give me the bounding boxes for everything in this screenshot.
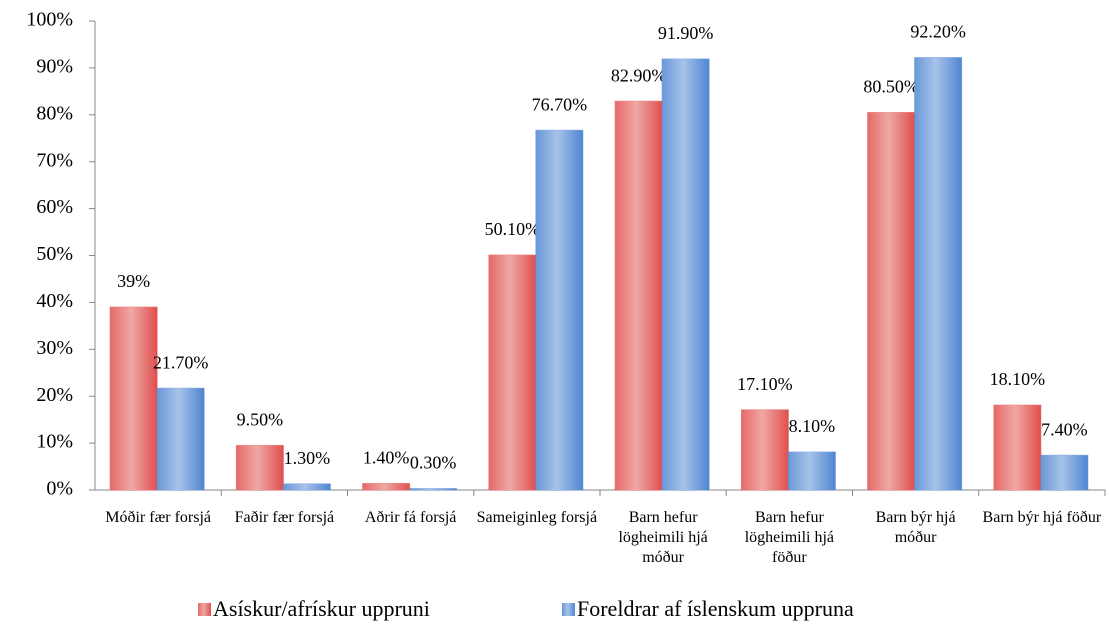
bar-shine [488,255,536,490]
y-tick-label: 20% [36,384,73,406]
data-label: 80.50% [863,77,919,97]
x-tick-label: Barn hefur lögheimili hjá móður [618,509,708,566]
bar-shine [1040,455,1088,490]
data-label: 0.30% [410,453,457,473]
bar-shine [283,483,331,490]
data-label: 18.10% [990,369,1046,389]
bar-shine [157,388,205,490]
y-tick-label: 30% [36,337,73,359]
data-label: 1.30% [284,448,331,468]
x-tick-label: Móðir fær forsjá [105,509,211,526]
y-tick-label: 60% [36,196,73,218]
legend-swatch-shine [562,603,575,616]
y-tick-label: 90% [36,55,73,77]
bar-shine [741,409,789,490]
data-label: 91.90% [658,23,714,43]
data-label: 82.90% [611,65,667,85]
bar-shine [914,57,962,490]
legend-swatch-shine [198,603,211,616]
bar-shine [993,405,1041,490]
y-tick-label: 100% [26,9,73,31]
legend-label: Foreldrar af íslenskum uppruna [577,596,854,621]
data-label: 39% [117,271,150,291]
y-tick-label: 50% [36,243,73,265]
bar-shine [867,112,915,490]
data-label: 76.70% [532,94,588,114]
data-label: 8.10% [789,416,836,436]
legend-label: Asískur/afrískur uppruni [213,596,430,621]
y-tick-label: 0% [46,478,73,500]
x-tick-label: Sameiginleg forsjá [476,509,598,526]
x-tick-label: Barn býr hjá móður [875,509,956,546]
bar-shine [409,488,457,490]
y-tick-label: 10% [36,431,73,453]
x-tick-label: Aðrir fá forsjá [364,509,457,526]
bar-shine [110,307,158,490]
y-tick-label: 40% [36,290,73,312]
data-label: 50.10% [485,219,541,239]
y-tick-label: 70% [36,149,73,171]
bar-shine [788,452,836,490]
data-label: 7.40% [1041,419,1088,439]
y-tick-label: 80% [36,102,73,124]
x-tick-label: Barn býr hjá föður [982,509,1102,526]
data-label: 9.50% [237,410,284,430]
bar-shine [662,58,710,490]
bar-shine [615,101,663,490]
data-label: 21.70% [153,352,209,372]
data-label: 17.10% [737,374,793,394]
x-tick-label: Faðir fær forsjá [234,509,335,526]
bar-shine [362,483,410,490]
data-label: 92.20% [910,22,966,42]
data-label: 1.40% [363,448,410,468]
bar-shine [236,445,284,490]
x-tick-label: Barn hefur lögheimili hjá föður [744,509,835,566]
bar-shine [535,130,583,491]
